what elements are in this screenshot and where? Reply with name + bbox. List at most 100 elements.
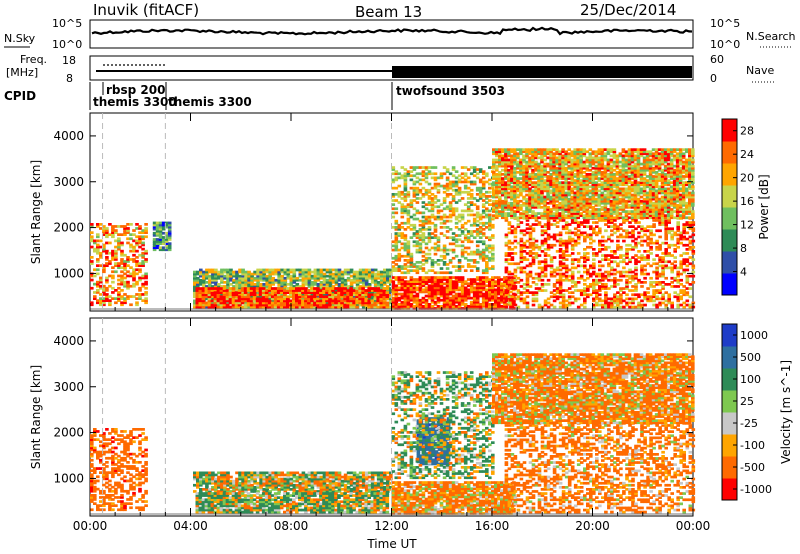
heatmap-cell xyxy=(616,239,620,243)
heatmap-cell xyxy=(219,295,224,299)
heatmap-cell xyxy=(525,278,530,282)
heatmap-cell xyxy=(96,291,100,294)
heatmap-cell xyxy=(328,289,333,292)
heatmap-cell xyxy=(589,227,593,231)
heatmap-cell xyxy=(216,289,221,292)
heatmap-cell xyxy=(525,301,530,305)
heatmap-cell xyxy=(685,299,690,303)
heatmap-cell xyxy=(386,281,390,284)
heatmap-cell xyxy=(355,272,360,276)
heatmap-cell xyxy=(481,184,486,188)
heatmap-cell xyxy=(445,186,450,190)
heatmap-cell xyxy=(216,295,221,299)
heatmap-cell xyxy=(478,228,483,231)
heatmap-cell xyxy=(576,258,581,261)
heatmap-cell xyxy=(120,241,124,245)
heatmap-cell xyxy=(214,274,218,278)
heatmap-cell xyxy=(469,234,474,237)
heatmap-cell xyxy=(135,303,139,307)
heatmap-cell xyxy=(472,182,477,186)
heatmap-cell xyxy=(361,299,365,303)
heatmap-cell xyxy=(164,244,169,247)
heatmap-cell xyxy=(415,271,420,275)
heatmap-cell xyxy=(310,291,314,294)
heatmap-cell xyxy=(276,301,281,305)
heatmap-cell xyxy=(421,223,426,227)
heatmap-cell xyxy=(478,188,483,192)
heatmap-cell xyxy=(552,235,557,239)
heatmap-cell xyxy=(385,291,390,294)
heatmap-cell xyxy=(132,258,136,261)
heatmap-cell xyxy=(264,289,269,292)
nsky-series-line xyxy=(91,26,693,36)
heatmap-cell xyxy=(337,293,341,297)
heatmap-cell xyxy=(391,276,396,279)
heatmap-cell xyxy=(601,299,605,303)
heatmap-cell xyxy=(211,276,215,280)
heatmap-cell xyxy=(451,280,456,283)
heatmap-cell xyxy=(454,276,459,279)
heatmap-cell xyxy=(267,303,272,307)
heatmap-cell xyxy=(238,285,242,288)
heatmap-cell xyxy=(415,193,420,196)
heatmap-cell xyxy=(397,190,402,194)
heatmap-cell xyxy=(367,274,372,278)
heatmap-cell xyxy=(271,293,275,297)
heatmap-cell xyxy=(570,276,575,280)
heatmap-cell xyxy=(409,261,414,264)
heatmap-cell xyxy=(507,241,512,245)
heatmap-cell xyxy=(382,287,387,290)
heatmap-cell xyxy=(117,233,121,236)
heatmap-cell xyxy=(555,291,560,294)
heatmap-cell xyxy=(509,303,513,306)
heatmap-cell xyxy=(111,297,115,300)
heatmap-cell xyxy=(129,243,133,247)
heatmap-cell xyxy=(475,269,480,272)
heatmap-cell xyxy=(202,274,206,278)
heatmap-cell xyxy=(592,270,596,274)
heatmap-cell xyxy=(500,296,504,300)
heatmap-cell xyxy=(433,261,438,264)
heatmap-cell xyxy=(400,211,405,215)
heatmap-cell xyxy=(454,286,459,290)
heatmap-cell xyxy=(270,301,275,305)
heatmap-cell xyxy=(126,295,130,298)
heatmap-cell xyxy=(123,272,127,276)
heatmap-cell xyxy=(361,289,365,292)
heatmap-cell xyxy=(439,174,444,178)
heatmap-cell xyxy=(543,217,548,220)
heatmap-cell xyxy=(265,268,269,272)
heatmap-cell xyxy=(442,261,447,264)
heatmap-cell xyxy=(460,197,465,200)
heatmap-cell xyxy=(567,241,572,245)
heatmap-cell xyxy=(424,180,429,184)
heatmap-cell xyxy=(643,303,647,307)
cpid-panel: CPID rbsp 200 themis 3300 themis 3300 tw… xyxy=(4,82,505,110)
heatmap-cell xyxy=(412,190,417,194)
heatmap-cell xyxy=(259,272,263,276)
heatmap-cell xyxy=(469,280,474,283)
heatmap-cell xyxy=(367,305,371,309)
heatmap-cell xyxy=(640,235,644,239)
heatmap-cell xyxy=(261,305,266,309)
heatmap-cell xyxy=(543,231,548,235)
heatmap-cell xyxy=(406,226,411,229)
heatmap-cell xyxy=(463,174,468,178)
heatmap-cell xyxy=(225,299,230,303)
heatmap-cell xyxy=(337,278,342,282)
heatmap-cell xyxy=(111,235,115,239)
heatmap-cell xyxy=(325,268,330,272)
heatmap-cell xyxy=(307,297,311,301)
heatmap-cell xyxy=(463,294,468,298)
heatmap-cell xyxy=(570,266,575,270)
heatmap-cell xyxy=(424,276,429,279)
heatmap-cell xyxy=(481,193,486,196)
heatmap-cell xyxy=(385,295,390,299)
heatmap-cell xyxy=(295,268,300,272)
heatmap-cell xyxy=(454,296,459,300)
heatmap-cell xyxy=(478,303,483,306)
heatmap-cell xyxy=(564,305,569,309)
heatmap-cell xyxy=(688,295,693,299)
heatmap-cell xyxy=(472,303,477,306)
heatmap-cell xyxy=(319,272,324,276)
